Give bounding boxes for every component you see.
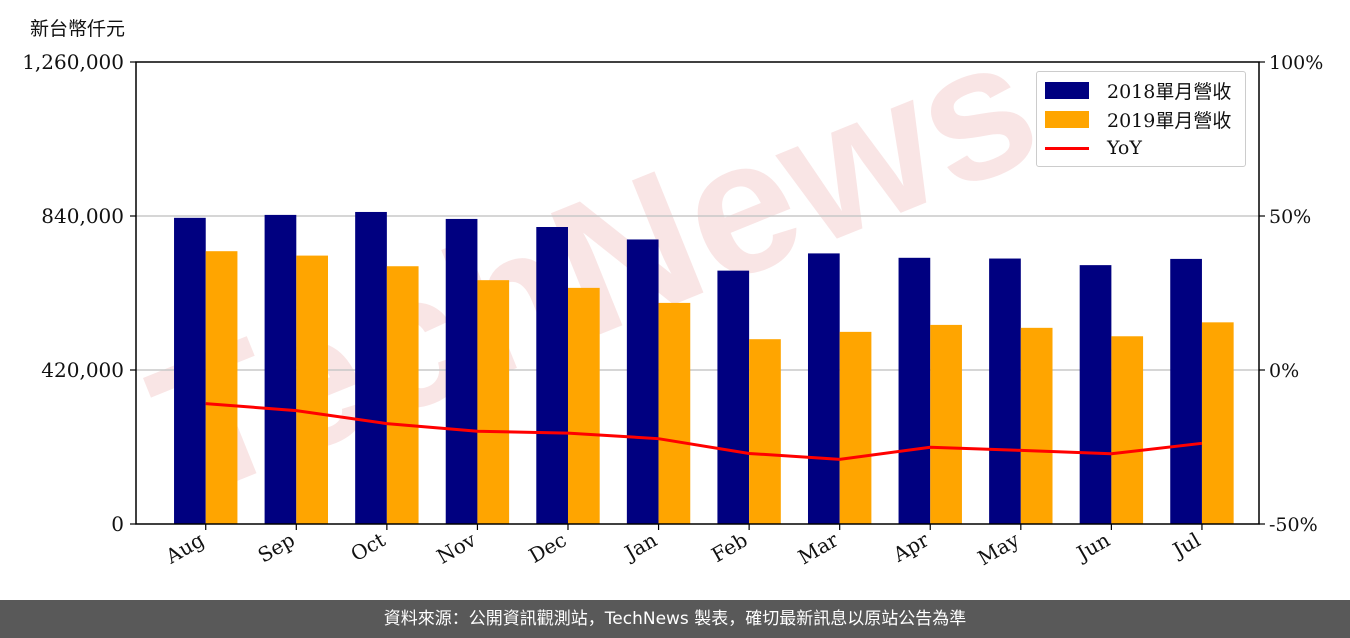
bar-2018: [1170, 258, 1202, 524]
bar-2019: [386, 266, 419, 524]
bar-2019: [477, 280, 510, 524]
legend-item-2019: 2019單月營收: [1045, 107, 1232, 132]
legend-item-2018: 2018單月營收: [1045, 78, 1232, 103]
bar-2019: [749, 339, 781, 524]
legend-label-2018: 2018單月營收: [1107, 80, 1232, 103]
x-tick-label: Jun: [1071, 527, 1114, 566]
bar-2018: [355, 211, 387, 524]
x-tick-label: Dec: [525, 528, 571, 568]
bar-2018: [536, 227, 568, 524]
plot-frame: [135, 61, 1260, 525]
x-tick-label: Mar: [794, 527, 843, 569]
bar-2018: [1079, 265, 1112, 524]
legend-swatch-2019: [1045, 110, 1089, 128]
left-tick-label: 420,000: [41, 358, 124, 382]
bar-2019: [567, 287, 600, 524]
bar-2018: [898, 257, 931, 524]
source-footer: 資料來源：公開資訊觀測站，TechNews 製表，確切最新訊息以原站公告為準: [0, 600, 1350, 638]
legend-swatch-2018: [1045, 81, 1089, 99]
bar-2019: [1201, 322, 1234, 524]
bar-2019: [658, 302, 691, 524]
bar-2019: [1111, 336, 1144, 524]
bar-2018: [445, 218, 478, 524]
left-tick-label: 840,000: [41, 204, 124, 228]
legend-line-yoy: [1045, 146, 1089, 150]
bar-2019: [839, 331, 872, 524]
legend-label-yoy: YoY: [1107, 137, 1142, 159]
x-tick-label: Sep: [254, 528, 299, 568]
bar-2019: [205, 251, 238, 524]
bar-2019: [930, 324, 962, 524]
right-tick-label: -50%: [1269, 514, 1318, 536]
left-tick-label: 0: [111, 512, 124, 536]
bar-2018: [626, 239, 659, 524]
legend: 2018單月營收 2019單月營收 YoY: [1036, 71, 1246, 167]
x-axis: Aug Sep Oct Nov Dec Jan Feb Mar Apr May Jun Jul: [161, 524, 1204, 570]
bar-2019: [1020, 327, 1053, 524]
bars: [174, 211, 1234, 525]
x-tick-label: Aug: [161, 527, 209, 568]
left-tick-label: 1,260,000: [22, 50, 124, 74]
bar-2019: [296, 255, 328, 524]
right-tick-label: 0%: [1269, 360, 1299, 382]
bar-2018: [264, 214, 297, 524]
x-tick-label: Jul: [1167, 528, 1204, 563]
y-axis-unit-label: 新台幣仟元: [30, 18, 126, 40]
x-tick-label: Oct: [346, 528, 389, 567]
legend-label-2019: 2019單月營收: [1107, 109, 1232, 132]
right-tick-label: 100%: [1269, 52, 1323, 74]
yoy-line: [205, 402, 1203, 461]
left-axis: 0 420,000 840,000 1,260,000: [22, 50, 136, 536]
right-tick-label: 50%: [1269, 206, 1311, 228]
x-tick-label: May: [973, 527, 1023, 570]
x-tick-label: Nov: [433, 527, 481, 569]
x-tick-label: Feb: [707, 528, 751, 567]
bar-2018: [174, 217, 206, 525]
bar-2018: [807, 253, 840, 524]
bar-2018: [717, 270, 750, 524]
bar-2018: [989, 258, 1021, 524]
right-axis: -50% 0% 50% 100%: [1259, 52, 1323, 536]
legend-item-yoy: YoY: [1045, 136, 1142, 160]
x-tick-label: Jan: [619, 527, 661, 565]
x-tick-label: Apr: [888, 527, 933, 567]
